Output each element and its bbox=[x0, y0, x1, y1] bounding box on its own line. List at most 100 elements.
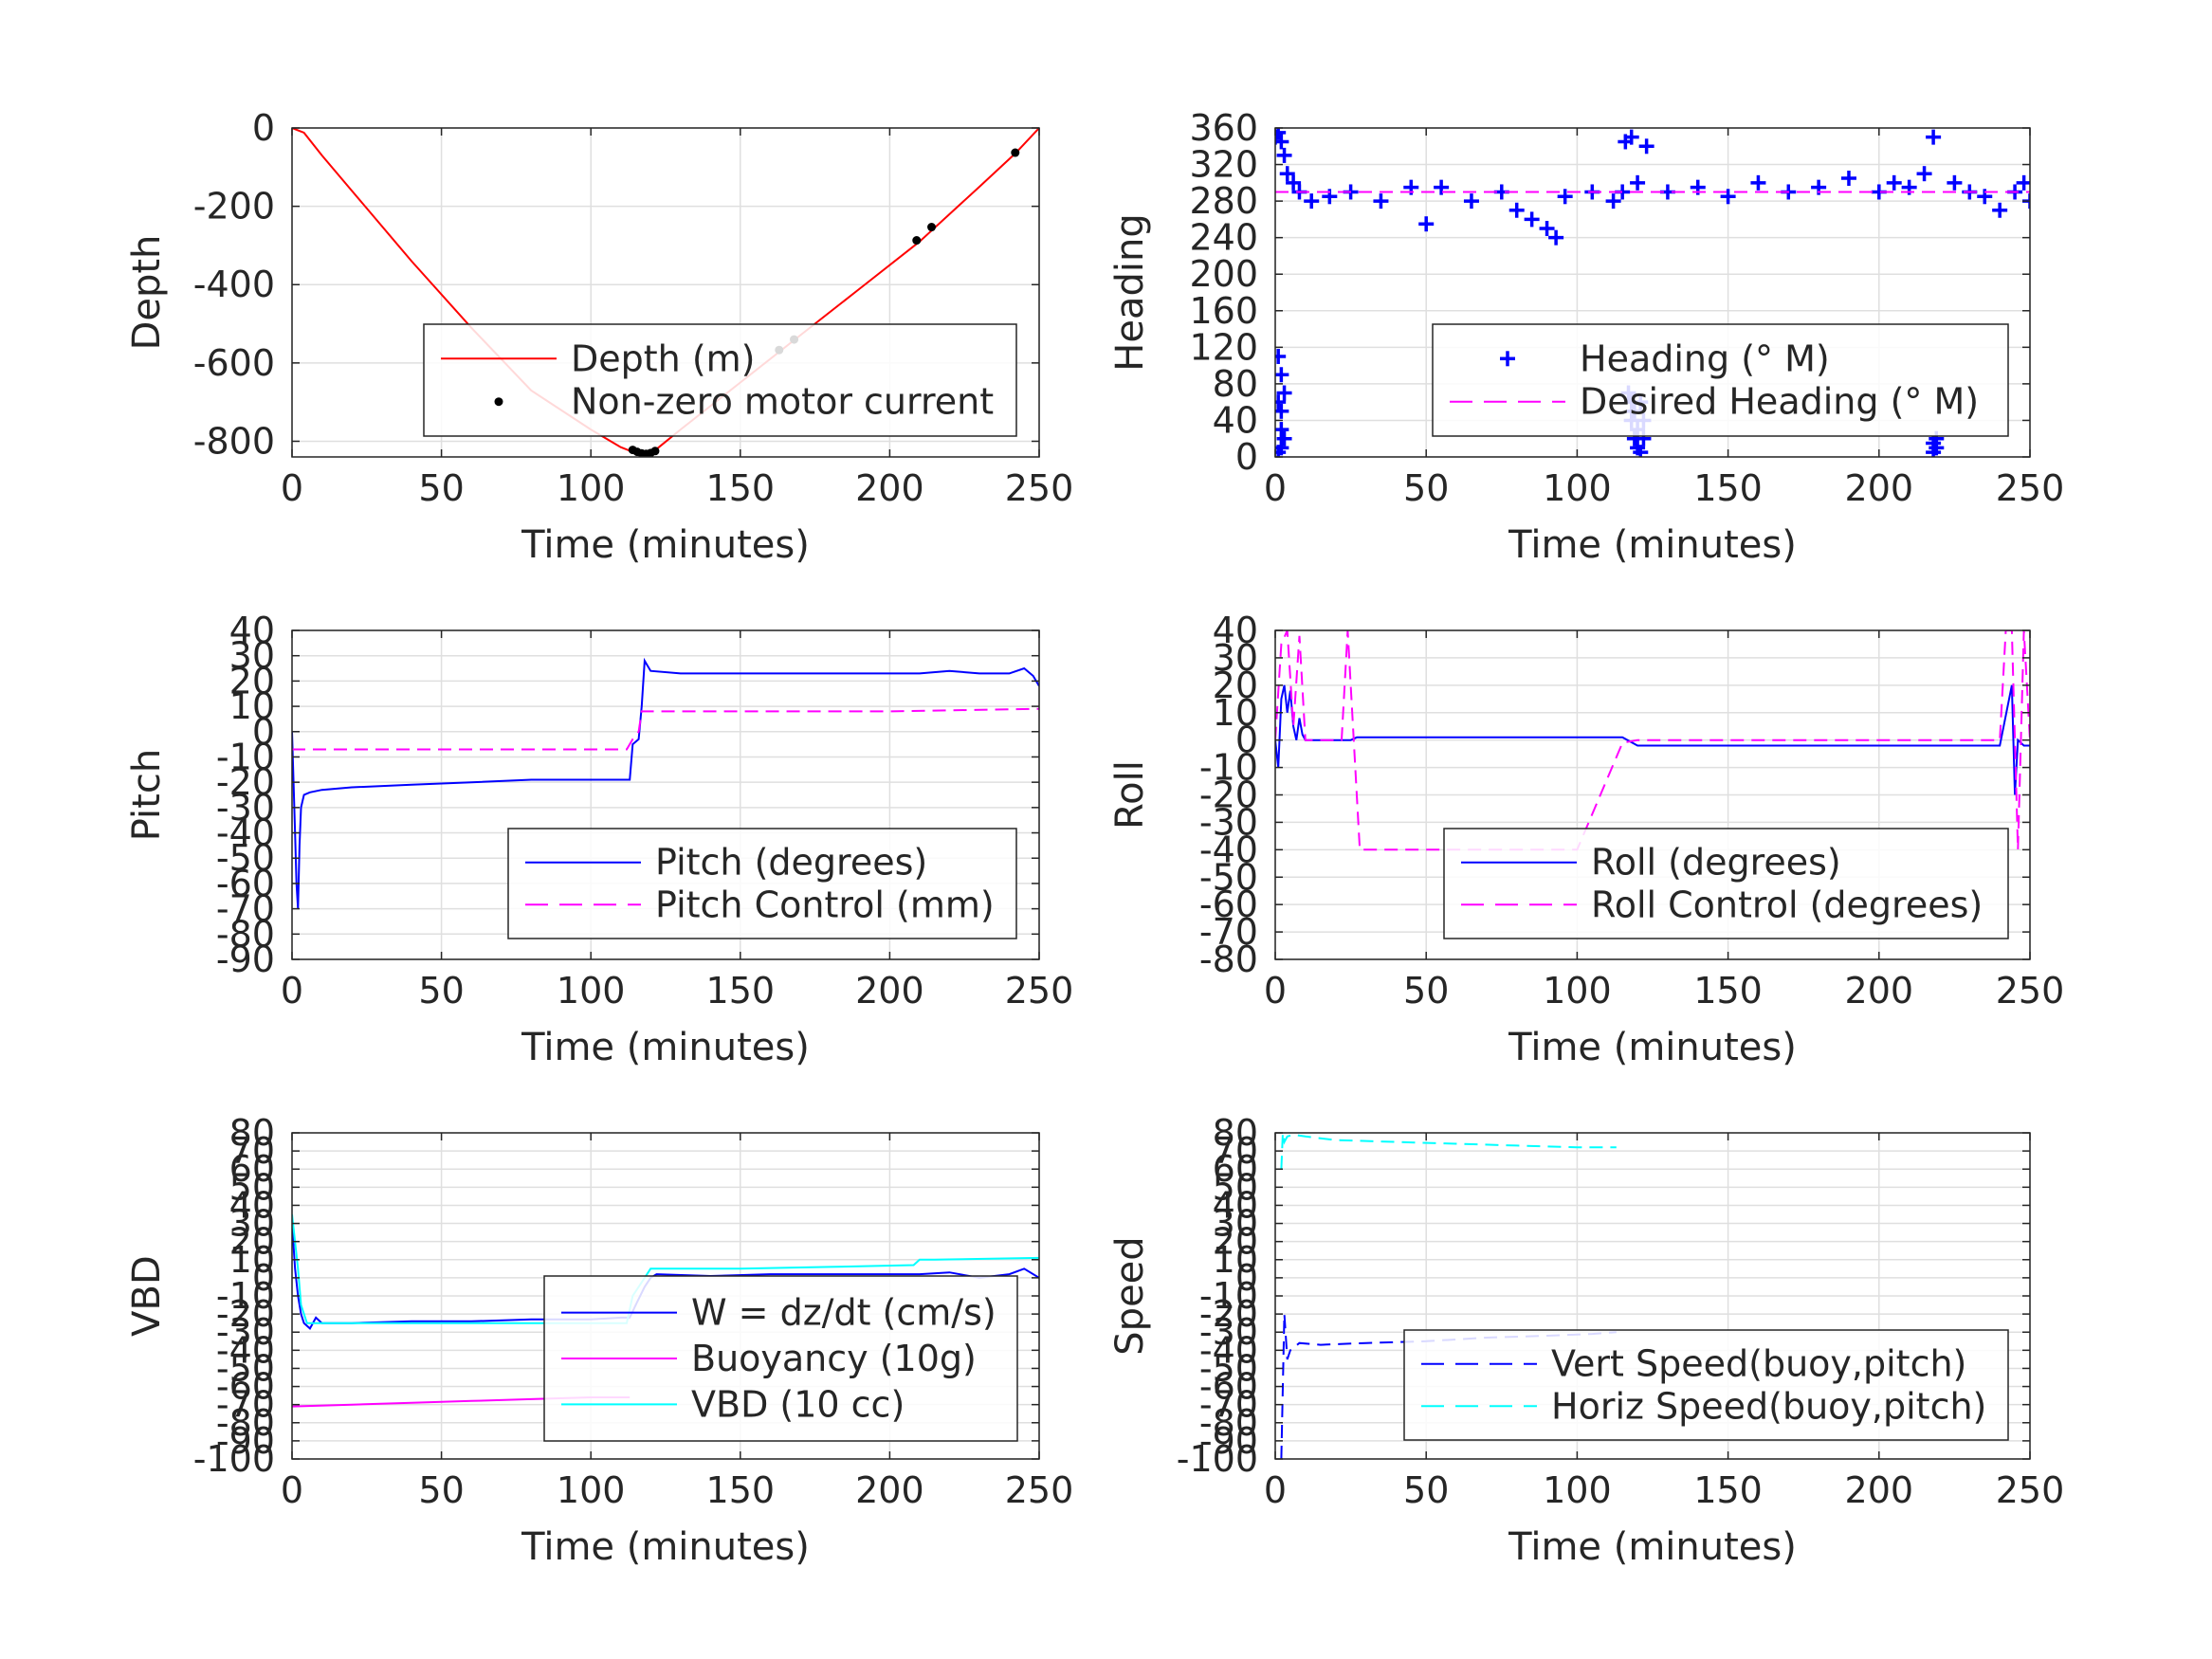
data-point bbox=[1286, 174, 1302, 191]
y-tick-label: 40 bbox=[229, 610, 275, 651]
axes-frame bbox=[291, 629, 1040, 960]
data-point bbox=[1011, 148, 1020, 157]
legend-label: Heading (° M) bbox=[1580, 337, 1830, 379]
y-tick-label: 70 bbox=[1213, 1130, 1258, 1172]
y-tick-label: -60 bbox=[1199, 884, 1258, 925]
y-tick-label: 30 bbox=[229, 635, 275, 677]
y-tick-label: -50 bbox=[1199, 856, 1258, 898]
y-tick-label: 120 bbox=[1189, 326, 1258, 368]
data-point bbox=[1557, 189, 1573, 205]
y-axis-label: Roll bbox=[1108, 760, 1152, 830]
x-tick-label: 200 bbox=[1845, 970, 1914, 1012]
series-line-2 bbox=[1275, 630, 2030, 851]
data-point bbox=[1275, 394, 1287, 410]
legend-label: Pitch Control (mm) bbox=[655, 884, 995, 925]
data-point bbox=[1275, 134, 1289, 150]
chart-panel-5: 0 50 100 150 200 250-100-90-80-70-60-50-40-30… bbox=[125, 1112, 1073, 1569]
y-tick-label: -10 bbox=[1199, 747, 1258, 789]
data-point bbox=[1275, 440, 1289, 456]
data-point bbox=[1418, 216, 1435, 232]
data-point bbox=[1720, 189, 1736, 205]
y-tick-label: -70 bbox=[1199, 911, 1258, 953]
y-tick-label: 20 bbox=[1213, 665, 1258, 706]
y-tick-label: -80 bbox=[216, 1402, 275, 1444]
data-point bbox=[1434, 179, 1450, 195]
x-tick-label: 150 bbox=[706, 1469, 776, 1511]
x-tick-label: 50 bbox=[1403, 467, 1449, 509]
x-axis-label: Time (minutes) bbox=[521, 523, 810, 567]
y-tick-label: -10 bbox=[216, 736, 275, 777]
x-tick-label: 150 bbox=[1693, 970, 1763, 1012]
y-tick-label: -20 bbox=[216, 761, 275, 803]
data-point bbox=[1840, 171, 1856, 187]
data-point bbox=[1275, 128, 1287, 140]
data-point bbox=[1947, 174, 1963, 191]
y-tick-label: 20 bbox=[229, 1221, 275, 1263]
x-tick-label: 200 bbox=[1845, 1469, 1914, 1511]
legend-swatch bbox=[494, 397, 503, 407]
y-tick-label: 240 bbox=[1189, 217, 1258, 259]
legend-swatch bbox=[1500, 351, 1515, 367]
y-tick-label: 280 bbox=[1189, 180, 1258, 222]
y-tick-label: -10 bbox=[216, 1275, 275, 1317]
y-tick-label: -40 bbox=[216, 812, 275, 854]
data-point bbox=[1548, 229, 1564, 246]
data-point bbox=[2016, 174, 2030, 191]
axes-frame bbox=[291, 127, 1040, 458]
legend-label: Non-zero motor current bbox=[571, 381, 994, 423]
data-point bbox=[1926, 129, 1942, 145]
x-tick-label: 100 bbox=[557, 970, 626, 1012]
x-axis-label: Time (minutes) bbox=[521, 1525, 810, 1569]
legend-label: W = dz/dt (cm/s) bbox=[691, 1292, 996, 1334]
data-point bbox=[1992, 202, 2008, 218]
y-tick-label: 10 bbox=[1213, 692, 1258, 734]
y-tick-label: -60 bbox=[216, 1366, 275, 1408]
data-point bbox=[1275, 348, 1287, 364]
y-tick-label: 50 bbox=[229, 1166, 275, 1208]
x-tick-label: 0 bbox=[1264, 1469, 1287, 1511]
y-tick-label: 40 bbox=[1213, 399, 1258, 441]
y-tick-label: -80 bbox=[1199, 939, 1258, 980]
y-tick-label: -30 bbox=[216, 1311, 275, 1353]
y-tick-label: -100 bbox=[1177, 1438, 1258, 1480]
y-tick-label: -30 bbox=[216, 787, 275, 829]
legend: W = dz/dt (cm/s)Buoyancy (10g)VBD (10 cc… bbox=[543, 1275, 1018, 1442]
series-line-2 bbox=[1280, 1133, 1617, 1170]
x-tick-label: 250 bbox=[1005, 467, 1074, 509]
legend-label: Pitch (degrees) bbox=[655, 842, 927, 884]
y-tick-label: -40 bbox=[216, 1329, 275, 1371]
y-tick-label: -30 bbox=[1199, 1311, 1258, 1353]
x-tick-label: 100 bbox=[1543, 467, 1612, 509]
chart-panel-4: 0 50 100 150 200 250-80-70-60-50-40-30-20-100… bbox=[1108, 610, 2064, 1069]
chart-panel-1: 0 50 100 150 200 250 -800 -600 -400 -200 0 Time (mi… bbox=[125, 107, 1073, 567]
data-point bbox=[1605, 193, 1621, 210]
data-point bbox=[1276, 385, 1292, 401]
y-tick-label: -10 bbox=[1199, 1275, 1258, 1317]
y-tick-label: -40 bbox=[1199, 1329, 1258, 1371]
data-point bbox=[1275, 367, 1289, 383]
y-axis-label: Depth bbox=[125, 235, 169, 351]
series-line-1 bbox=[292, 657, 1039, 909]
y-axis-label: Pitch bbox=[125, 749, 169, 841]
data-point bbox=[1524, 211, 1540, 228]
data-point bbox=[1304, 193, 1320, 210]
legend-label: Depth (m) bbox=[571, 337, 756, 379]
data-point bbox=[1633, 445, 1649, 457]
data-point bbox=[1373, 193, 1389, 210]
data-point bbox=[1638, 138, 1654, 155]
y-tick-label: 50 bbox=[1213, 1166, 1258, 1208]
legend: Heading (° M)Desired Heading (° M) bbox=[1432, 323, 2009, 437]
legend: Vert Speed(buoy,pitch)Horiz Speed(buoy,p… bbox=[1403, 1329, 2009, 1441]
legend: Pitch (degrees)Pitch Control (mm) bbox=[507, 828, 1017, 939]
y-tick-label: 60 bbox=[1213, 1148, 1258, 1190]
y-tick-label: 40 bbox=[1213, 1184, 1258, 1226]
data-point bbox=[650, 447, 660, 456]
data-point bbox=[1508, 202, 1525, 218]
y-tick-label: 360 bbox=[1189, 107, 1258, 149]
data-point bbox=[927, 223, 937, 232]
y-tick-label: 0 bbox=[252, 711, 275, 753]
x-tick-label: 150 bbox=[706, 970, 776, 1012]
y-tick-label: 30 bbox=[1213, 1203, 1258, 1245]
x-tick-label: 0 bbox=[281, 1469, 303, 1511]
data-point bbox=[1539, 221, 1555, 237]
